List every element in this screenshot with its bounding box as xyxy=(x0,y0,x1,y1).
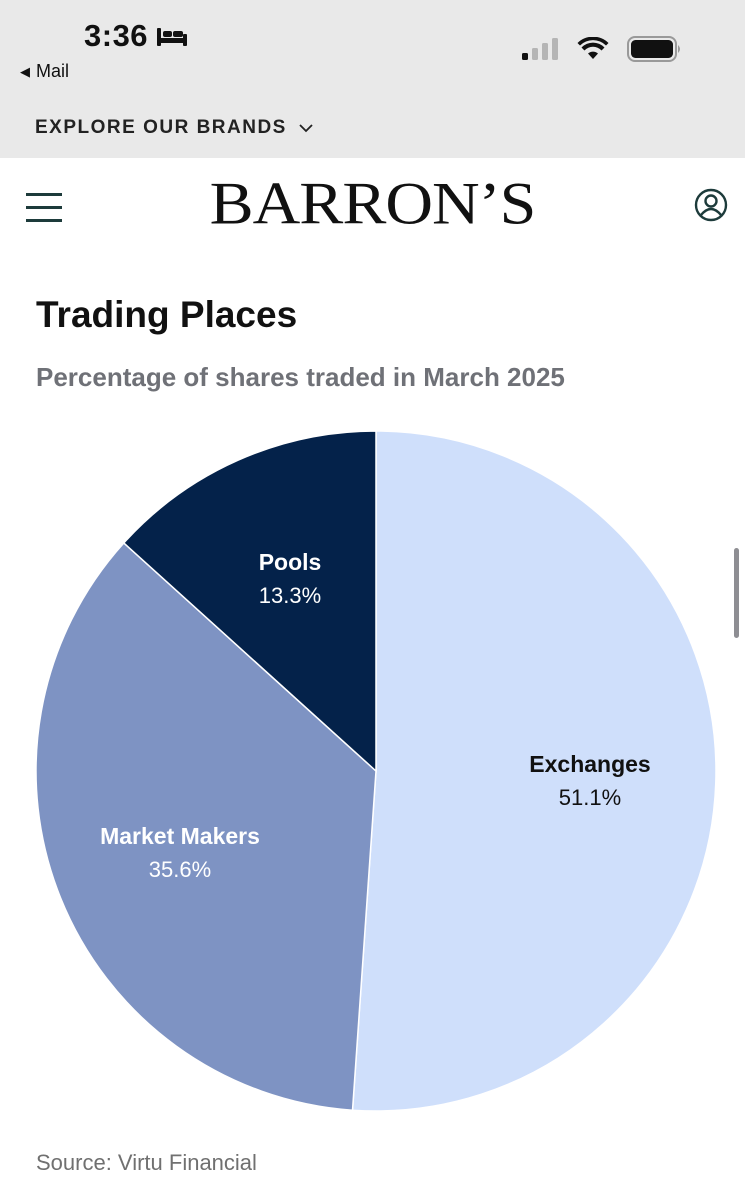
chevron-down-icon xyxy=(299,124,313,133)
status-time-text: 3:36 xyxy=(84,18,149,53)
scrollbar[interactable] xyxy=(734,548,739,638)
hamburger-menu-icon[interactable] xyxy=(26,191,62,223)
sleep-focus-icon xyxy=(157,28,188,46)
chart-subtitle: Percentage of shares traded in March 202… xyxy=(36,362,565,392)
pie-slice-exchanges xyxy=(351,430,717,1112)
status-icons xyxy=(521,36,683,62)
explore-label: EXPLORE OUR BRANDS xyxy=(35,117,287,138)
cellular-signal-icon xyxy=(522,38,558,60)
chart-source: Source: Virtu Financial xyxy=(36,1150,257,1175)
explore-brands-dropdown[interactable]: EXPLORE OUR BRANDS xyxy=(35,117,313,139)
slice-value-pools: 13.3% xyxy=(259,583,321,608)
pie-slice-market-makers xyxy=(35,541,377,1111)
barrons-logo[interactable]: BARRON’S xyxy=(209,169,537,238)
battery-icon xyxy=(627,36,680,62)
pie-chart: Exchanges 51.1% Market Makers 35.6% Pools 13.… xyxy=(35,430,717,1112)
back-arrow-icon: ◀ xyxy=(20,63,30,79)
wifi-icon xyxy=(577,37,609,59)
top-bar-background xyxy=(0,0,745,158)
slice-value-market-makers: 35.6% xyxy=(149,857,211,882)
slice-label-market-makers: Market Makers xyxy=(100,823,260,849)
slice-label-pools: Pools xyxy=(259,549,322,575)
site-header: BARRON’S xyxy=(0,158,745,252)
pie-slice-pools xyxy=(122,430,377,773)
slice-value-exchanges: 51.1% xyxy=(559,785,621,810)
status-time: 3:36 xyxy=(84,18,188,54)
user-account-icon[interactable] xyxy=(694,188,728,222)
back-label: Mail xyxy=(36,61,70,81)
chart-title: Trading Places xyxy=(36,294,298,335)
slice-label-exchanges: Exchanges xyxy=(529,751,650,777)
back-to-mail-button[interactable]: ◀ Mail xyxy=(20,61,69,82)
